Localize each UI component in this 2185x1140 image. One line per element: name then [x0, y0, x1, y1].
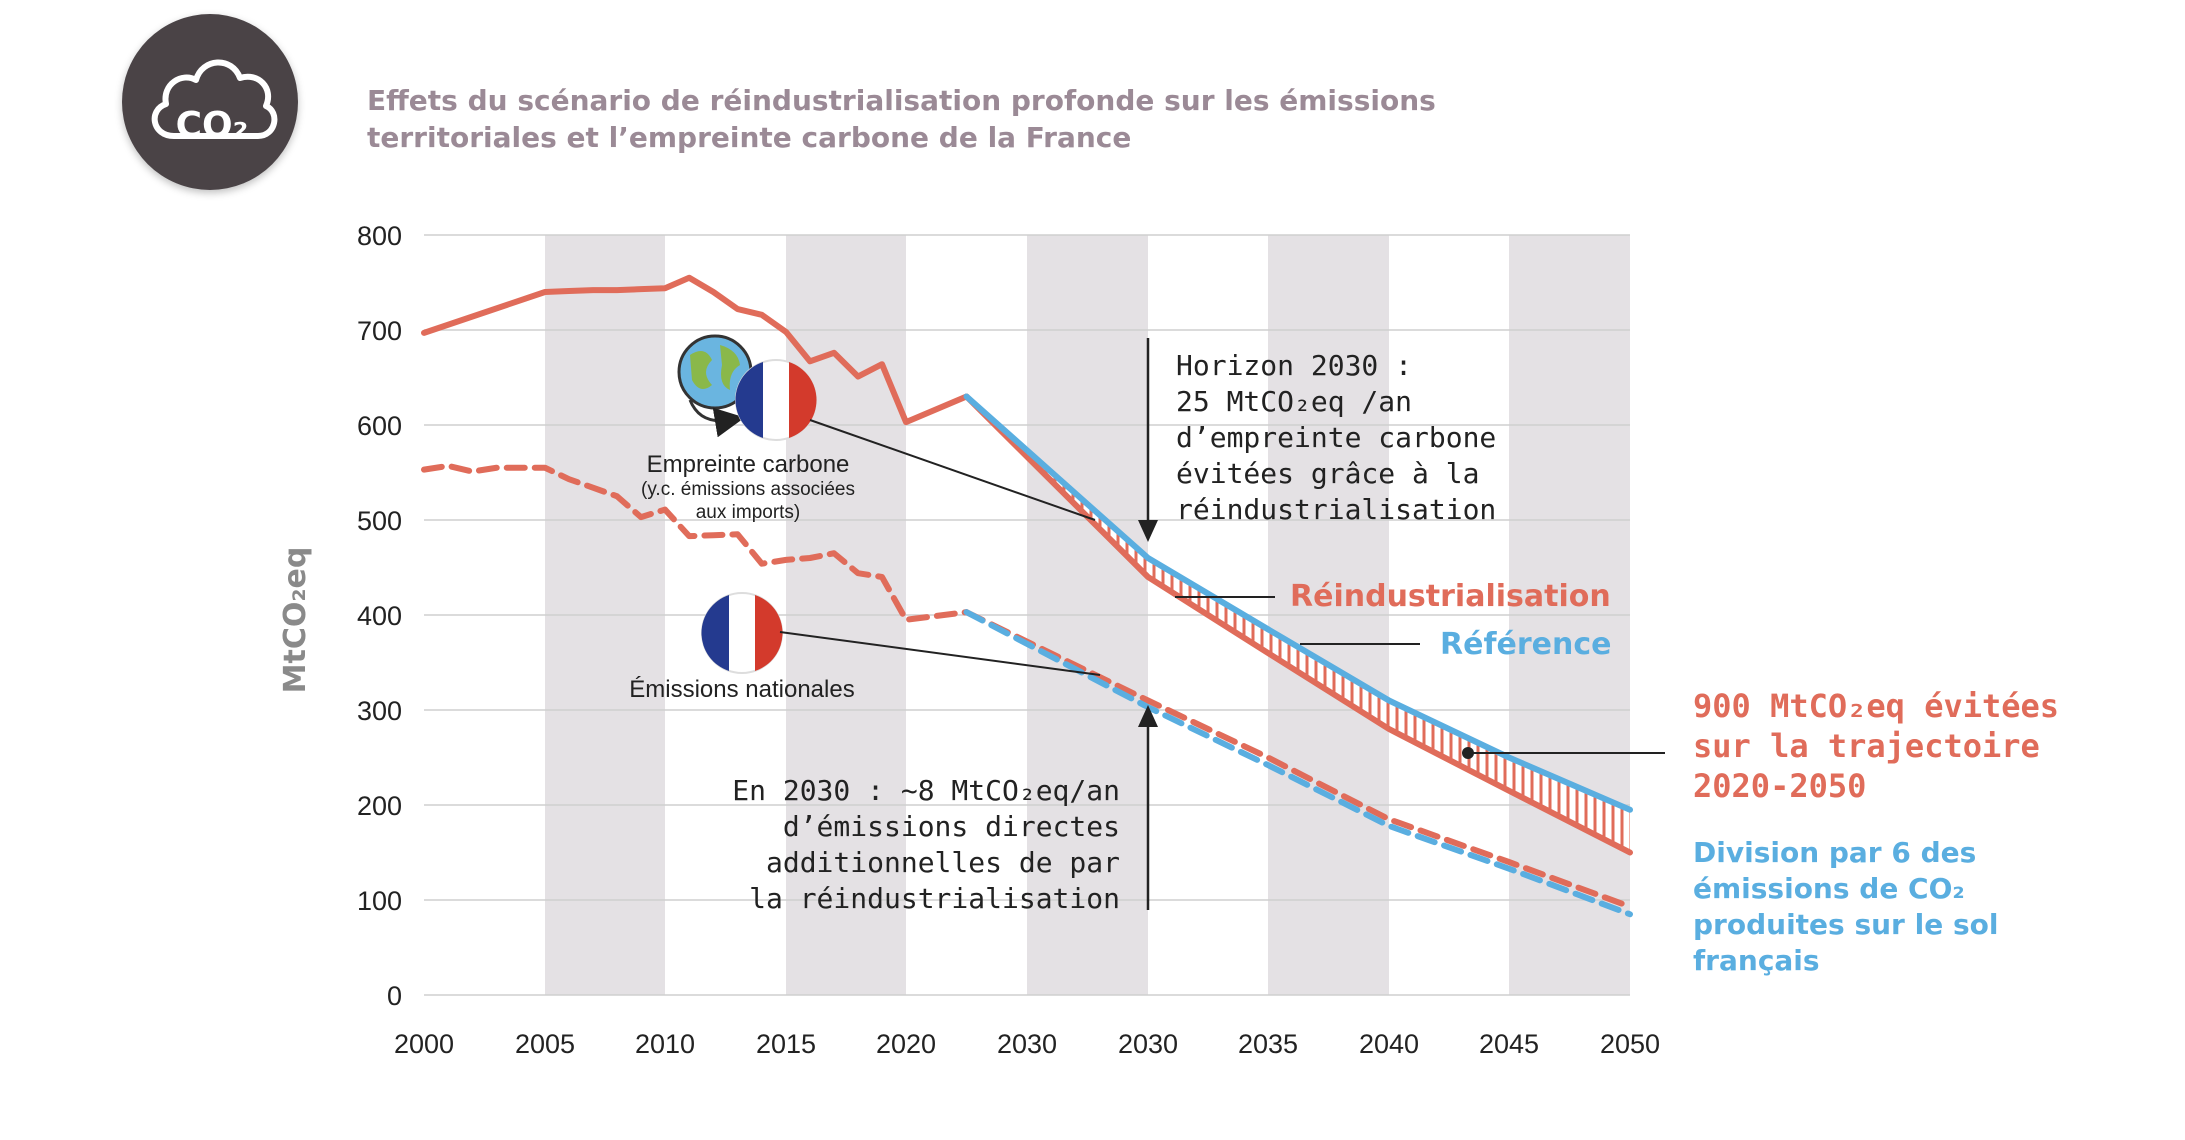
y-tick-label: 0 — [387, 981, 402, 1011]
avoided-emissions-text: sur la trajectoire — [1693, 727, 2040, 765]
horizon-annotation-line: Horizon 2030 : — [1176, 349, 1412, 382]
legend-reindustrialisation: Réindustrialisation — [1290, 579, 1611, 614]
france-flag-icon — [735, 359, 817, 441]
legend-reference: Référence — [1440, 627, 1611, 662]
series-line — [421, 274, 970, 426]
series-line — [963, 609, 1633, 918]
globe-icon — [677, 334, 753, 438]
en2030-annotation-line: d’émissions directes — [783, 810, 1120, 843]
series-line — [963, 393, 1633, 813]
title-line-2: territoriales et l’empreinte carbone de … — [367, 121, 1132, 154]
cloud-co2-icon: CO₂ — [151, 59, 278, 146]
en2030-annotation-line: En 2030 : ~8 MtCO₂eq/an — [732, 774, 1120, 807]
x-tick-label: 2010 — [635, 1029, 695, 1059]
annotations: Empreinte carbone(y.c. émissions associé… — [629, 334, 2059, 977]
x-tick-label: 2030 — [1118, 1029, 1178, 1059]
footprint-sub-label: (y.c. émissions associées — [641, 479, 855, 500]
en2030-annotation-line: additionnelles de par — [766, 846, 1120, 879]
y-tick-label: 100 — [357, 886, 402, 916]
horizon-arrowhead — [1138, 520, 1158, 542]
division-text: produites sur le sol — [1693, 908, 1998, 941]
x-tick-label: 2030 — [997, 1029, 1057, 1059]
x-axis-ticks: 2000 2005 2010 2015 2020 2030 2030 2035 2040 2045… — [394, 1029, 1660, 1059]
division-text: émissions de CO₂ — [1693, 872, 1965, 905]
logo-text: CO₂ — [176, 105, 249, 146]
horizon-annotation-line: réindustrialisation — [1176, 493, 1496, 526]
chart-title: Effets du scénario de réindustrialisatio… — [367, 82, 1667, 156]
flag-red — [789, 362, 817, 438]
globe-arrow — [688, 399, 745, 438]
y-tick-label: 700 — [357, 316, 402, 346]
y-tick-label: 300 — [357, 696, 402, 726]
flag-blue — [701, 595, 729, 671]
en2030-annotation-line: la réindustrialisation — [749, 882, 1120, 915]
x-tick-label: 2020 — [876, 1029, 936, 1059]
flag-blue — [735, 362, 763, 438]
y-tick-label: 500 — [357, 506, 402, 536]
national-emissions-label: Émissions nationales — [629, 676, 854, 703]
division-text: français — [1693, 944, 1820, 977]
x-tick-label: 2005 — [515, 1029, 575, 1059]
x-tick-label: 2000 — [394, 1029, 454, 1059]
footprint-label: Empreinte carbone — [647, 451, 850, 478]
y-tick-label: 200 — [357, 791, 402, 821]
co2-cloud-logo: CO₂ — [122, 14, 298, 190]
title-line-1: Effets du scénario de réindustrialisatio… — [367, 84, 1436, 117]
france-flag-icon — [701, 592, 783, 674]
en2030-arrowhead — [1138, 705, 1158, 727]
y-tick-label: 800 — [357, 221, 402, 251]
leader-line — [779, 631, 1101, 676]
horizon-annotation-line: d’empreinte carbone — [1176, 421, 1496, 454]
series-line — [963, 393, 1633, 856]
series-lines — [421, 274, 1633, 918]
x-tick-label: 2045 — [1479, 1029, 1539, 1059]
x-tick-label: 2050 — [1600, 1029, 1660, 1059]
flag-red — [755, 595, 783, 671]
footprint-sub-label: aux imports) — [696, 502, 801, 523]
globe-land — [690, 351, 712, 389]
globe-land — [720, 345, 740, 390]
gridlines — [424, 234, 1630, 996]
horizon-annotation-line: 25 MtCO₂eq /an — [1176, 385, 1412, 418]
series-line — [421, 462, 970, 623]
leader-line — [809, 419, 1096, 521]
y-axis-ticks: 0 100 200 300 400 500 600 700 800 — [357, 221, 402, 1011]
avoided-emissions-text: 2020-2050 — [1693, 767, 1866, 805]
avoided-emissions-text: 900 MtCO₂eq évitées — [1693, 687, 2059, 725]
y-tick-label: 600 — [357, 411, 402, 441]
series-line — [963, 609, 1633, 910]
horizon-annotation-line: évitées grâce à la — [1176, 457, 1479, 490]
division-text: Division par 6 des — [1693, 836, 1976, 869]
y-axis-label: MtCO₂eq — [278, 547, 313, 694]
y-tick-label: 400 — [357, 601, 402, 631]
x-tick-label: 2015 — [756, 1029, 816, 1059]
x-tick-label: 2035 — [1238, 1029, 1298, 1059]
x-tick-label: 2040 — [1359, 1029, 1419, 1059]
